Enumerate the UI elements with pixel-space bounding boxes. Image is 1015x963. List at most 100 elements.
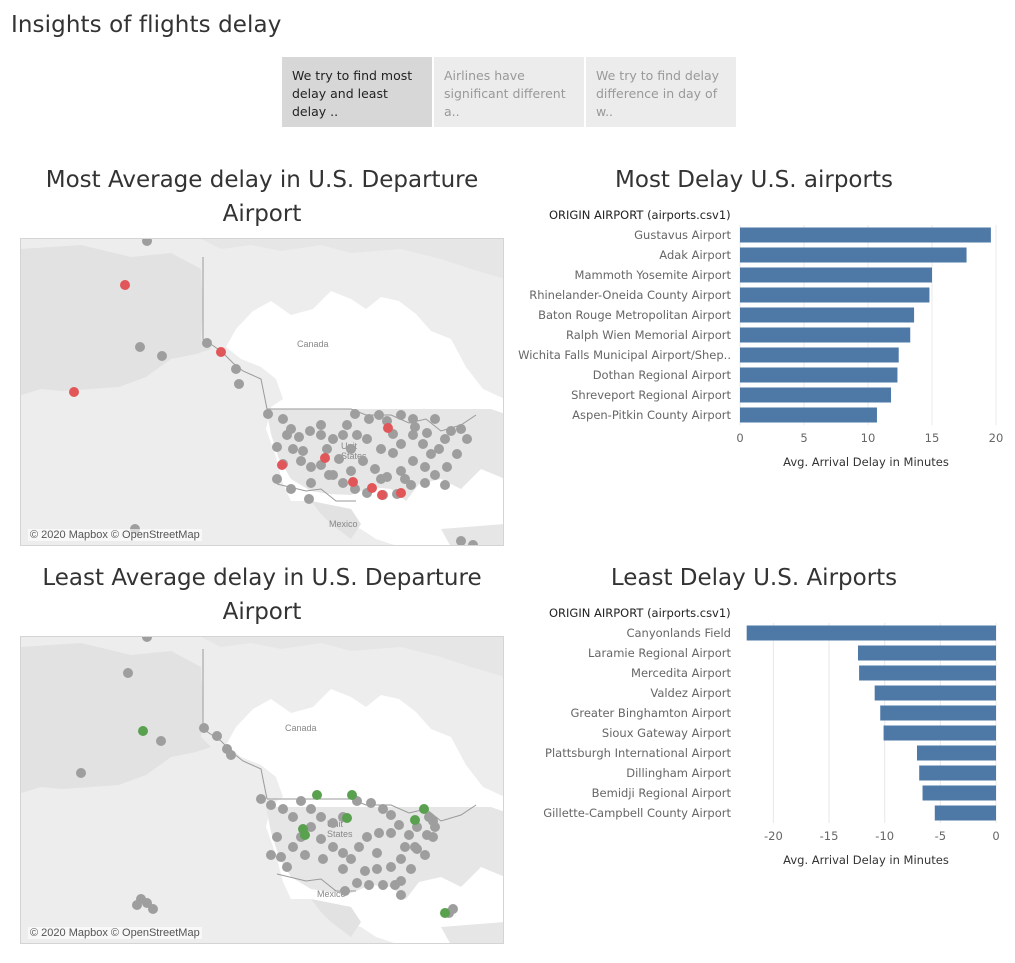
airport-marker[interactable] [231,364,241,374]
airport-marker[interactable] [440,434,450,444]
airport-marker[interactable] [234,379,244,389]
airport-marker[interactable] [305,426,315,436]
airport-marker[interactable] [456,424,466,434]
airport-marker[interactable] [306,822,316,832]
airport-marker[interactable] [408,456,418,466]
bar[interactable] [740,327,911,343]
airport-marker[interactable] [394,820,404,830]
airport-marker[interactable] [316,420,326,430]
airport-marker[interactable] [123,668,133,678]
airport-marker[interactable] [142,637,152,642]
highlighted-airport-marker[interactable] [348,477,358,487]
highlighted-airport-marker[interactable] [440,908,450,918]
airport-marker[interactable] [142,239,152,246]
airport-marker[interactable] [294,432,304,442]
airport-marker[interactable] [396,410,406,420]
airport-marker[interactable] [282,430,292,440]
bar[interactable] [857,645,996,661]
highlighted-airport-marker[interactable] [383,423,393,433]
airport-marker[interactable] [372,864,382,874]
airport-marker[interactable] [263,409,273,419]
airport-marker[interactable] [396,854,406,864]
story-point-3[interactable]: We try to find delay difference in day o… [586,57,736,127]
airport-marker[interactable] [148,904,158,914]
bar[interactable] [883,725,996,741]
bar[interactable] [916,745,996,761]
airport-marker[interactable] [328,842,338,852]
airport-marker[interactable] [266,850,276,860]
bar[interactable] [922,785,996,801]
airport-marker[interactable] [226,750,236,760]
airport-marker[interactable] [420,850,430,860]
airport-marker[interactable] [286,484,296,494]
airport-marker[interactable] [316,812,326,822]
airport-marker[interactable] [354,842,364,852]
airport-marker[interactable] [374,410,384,420]
airport-marker[interactable] [386,828,396,838]
airport-marker[interactable] [346,466,356,476]
least-delay-map[interactable]: Canada Unit States Mexico © 2020 Mapbox … [20,636,504,944]
airport-marker[interactable] [316,834,326,844]
airport-marker[interactable] [340,886,350,896]
airport-marker[interactable] [316,430,326,440]
airport-marker[interactable] [278,414,288,424]
highlighted-airport-marker[interactable] [320,453,330,463]
airport-marker[interactable] [272,442,282,452]
airport-marker[interactable] [422,428,432,438]
airport-marker[interactable] [304,494,314,504]
airport-marker[interactable] [157,351,167,361]
story-point-2[interactable]: Airlines have significant different a.. [434,57,584,127]
airport-marker[interactable] [396,876,406,886]
airport-marker[interactable] [362,832,372,842]
airport-marker[interactable] [352,878,362,888]
highlighted-airport-marker[interactable] [396,488,406,498]
airport-marker[interactable] [364,880,374,890]
airport-marker[interactable] [276,852,286,862]
airport-marker[interactable] [364,414,374,424]
airport-marker[interactable] [412,844,422,854]
airport-marker[interactable] [434,444,444,454]
airport-marker[interactable] [328,818,338,828]
airport-marker[interactable] [396,439,406,449]
bar[interactable] [740,267,932,283]
airport-marker[interactable] [426,449,436,459]
highlighted-airport-marker[interactable] [410,815,420,825]
airport-marker[interactable] [212,731,222,741]
airport-marker[interactable] [278,804,288,814]
highlighted-airport-marker[interactable] [69,387,79,397]
airport-marker[interactable] [338,864,348,874]
airport-marker[interactable] [410,422,420,432]
airport-marker[interactable] [328,434,338,444]
airport-marker[interactable] [418,439,428,449]
airport-marker[interactable] [360,866,370,876]
bar[interactable] [740,367,898,383]
airport-marker[interactable] [400,474,410,484]
bar[interactable] [859,665,996,681]
highlighted-airport-marker[interactable] [419,804,429,814]
bar[interactable] [740,247,967,263]
highlighted-airport-marker[interactable] [120,280,130,290]
highlighted-airport-marker[interactable] [367,483,377,493]
airport-marker[interactable] [370,464,380,474]
airport-marker[interactable] [404,830,414,840]
airport-marker[interactable] [76,768,86,778]
bar[interactable] [746,625,996,641]
airport-marker[interactable] [430,470,440,480]
airport-marker[interactable] [272,474,282,484]
airport-marker[interactable] [440,480,450,490]
airport-marker[interactable] [386,810,396,820]
airport-marker[interactable] [288,812,298,822]
airport-marker[interactable] [388,448,398,458]
highlighted-airport-marker[interactable] [312,790,322,800]
airport-marker[interactable] [296,796,306,806]
airport-marker[interactable] [428,832,438,842]
airport-marker[interactable] [318,854,328,864]
airport-marker[interactable] [396,890,406,900]
highlighted-airport-marker[interactable] [277,460,287,470]
story-point-1[interactable]: We try to find most delay and least dela… [282,57,432,127]
airport-marker[interactable] [362,434,372,444]
airport-marker[interactable] [366,798,376,808]
airport-marker[interactable] [378,804,388,814]
airport-marker[interactable] [350,409,360,419]
airport-marker[interactable] [288,842,298,852]
